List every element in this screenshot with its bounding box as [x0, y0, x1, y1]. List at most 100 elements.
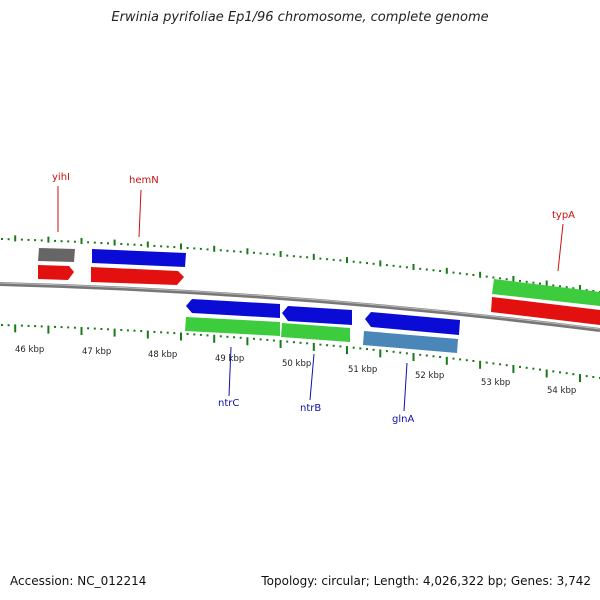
minor-tick — [525, 280, 528, 283]
minor-tick — [100, 242, 103, 244]
minor-tick — [592, 290, 595, 292]
feature-hemN[interactable] — [91, 249, 186, 285]
minor-tick — [492, 362, 495, 365]
minor-tick — [93, 241, 96, 244]
yihI-gene-arrow[interactable] — [38, 265, 74, 280]
minor-tick — [292, 255, 295, 258]
feature-yihI[interactable] — [38, 248, 75, 280]
major-tick — [180, 243, 182, 250]
minor-tick — [385, 350, 388, 353]
ntrC-gene-arrow[interactable] — [186, 299, 280, 318]
minor-tick — [392, 350, 395, 353]
label-typA[interactable]: typA — [552, 210, 575, 221]
ntrB-gene-arrow[interactable] — [282, 306, 352, 325]
minor-tick — [67, 326, 70, 329]
minor-tick — [419, 353, 422, 356]
minor-tick — [532, 367, 535, 370]
minor-tick — [339, 345, 342, 348]
minor-tick — [432, 269, 435, 272]
major-tick — [80, 327, 83, 335]
minor-tick — [259, 338, 262, 341]
minor-tick — [153, 244, 156, 247]
typA-gene-green[interactable] — [492, 279, 600, 306]
major-tick — [47, 325, 50, 334]
minor-tick — [193, 333, 196, 336]
major-tick — [213, 334, 216, 343]
minor-tick — [40, 325, 43, 328]
major-tick — [379, 349, 382, 358]
minor-tick — [472, 274, 475, 276]
feature-ntrB[interactable] — [281, 306, 352, 342]
label-glnA[interactable]: glnA — [392, 414, 414, 425]
label-yihI[interactable]: yihI — [52, 172, 70, 183]
leader-glnA — [403, 362, 408, 412]
major-tick — [379, 260, 382, 267]
minor-tick — [452, 357, 455, 360]
feature-typA[interactable] — [491, 279, 600, 325]
minor-tick — [499, 363, 502, 366]
kbp-label: 54 kbp — [547, 386, 576, 396]
yihI-gene-gray[interactable] — [38, 248, 75, 262]
minor-tick — [206, 334, 209, 337]
minor-tick — [186, 247, 189, 249]
minor-tick — [126, 243, 129, 246]
minor-tick — [405, 352, 408, 355]
minor-tick — [266, 252, 269, 255]
feature-glnA[interactable] — [363, 312, 460, 353]
minor-tick — [186, 333, 189, 335]
minor-tick — [1, 238, 3, 240]
typA-gene-red[interactable] — [491, 297, 600, 325]
accession-text: Accession: NC_012214 — [10, 574, 147, 588]
minor-tick — [585, 375, 588, 378]
minor-tick — [539, 368, 541, 371]
minor-tick — [385, 264, 388, 267]
label-hemN[interactable]: hemN — [129, 175, 159, 186]
minor-tick — [359, 261, 362, 264]
major-tick — [146, 241, 149, 248]
minor-tick — [7, 238, 10, 241]
minor-tick — [40, 239, 43, 242]
kbp-scale-labels: 46 kbp 47 kbp 48 kbp 49 kbp 50 kbp 51 kb… — [15, 345, 576, 396]
leader-hemN — [138, 189, 142, 238]
minor-tick — [425, 354, 428, 357]
major-tick — [312, 342, 315, 351]
minor-tick — [67, 240, 70, 243]
minor-tick — [332, 258, 335, 261]
minor-tick — [399, 351, 402, 354]
minor-tick — [559, 285, 561, 288]
minor-tick — [505, 364, 508, 367]
minor-tick — [233, 250, 236, 253]
feature-ntrC[interactable] — [185, 299, 280, 336]
major-tick — [545, 280, 548, 287]
minor-tick — [100, 328, 103, 330]
hemN-gene-blue[interactable] — [92, 249, 186, 267]
minor-tick — [107, 242, 109, 245]
major-tick — [213, 245, 216, 252]
minor-tick — [432, 355, 435, 358]
label-ntrB[interactable]: ntrB — [300, 403, 321, 414]
hemN-gene-arrow[interactable] — [91, 267, 184, 285]
minor-tick — [286, 254, 289, 257]
minor-tick — [425, 268, 428, 271]
kbp-label: 50 kbp — [282, 359, 311, 369]
ntrC-gene-green[interactable] — [185, 317, 280, 336]
minor-tick — [319, 257, 322, 260]
minor-tick — [160, 331, 163, 334]
kbp-label: 51 kbp — [348, 365, 377, 375]
major-tick — [312, 253, 315, 260]
major-tick — [346, 346, 348, 355]
minor-tick — [439, 270, 442, 272]
ntrB-gene-green[interactable] — [281, 323, 350, 342]
minor-tick — [233, 336, 236, 339]
minor-tick — [272, 253, 275, 256]
minor-tick — [465, 359, 468, 362]
major-tick — [80, 238, 83, 244]
minor-tick — [485, 275, 488, 278]
glnA-gene-steel[interactable] — [363, 331, 458, 353]
minor-tick — [20, 324, 23, 327]
major-tick — [47, 236, 50, 243]
minor-tick — [87, 241, 90, 244]
glnA-gene-arrow[interactable] — [365, 312, 460, 335]
label-ntrC[interactable]: ntrC — [218, 398, 239, 409]
